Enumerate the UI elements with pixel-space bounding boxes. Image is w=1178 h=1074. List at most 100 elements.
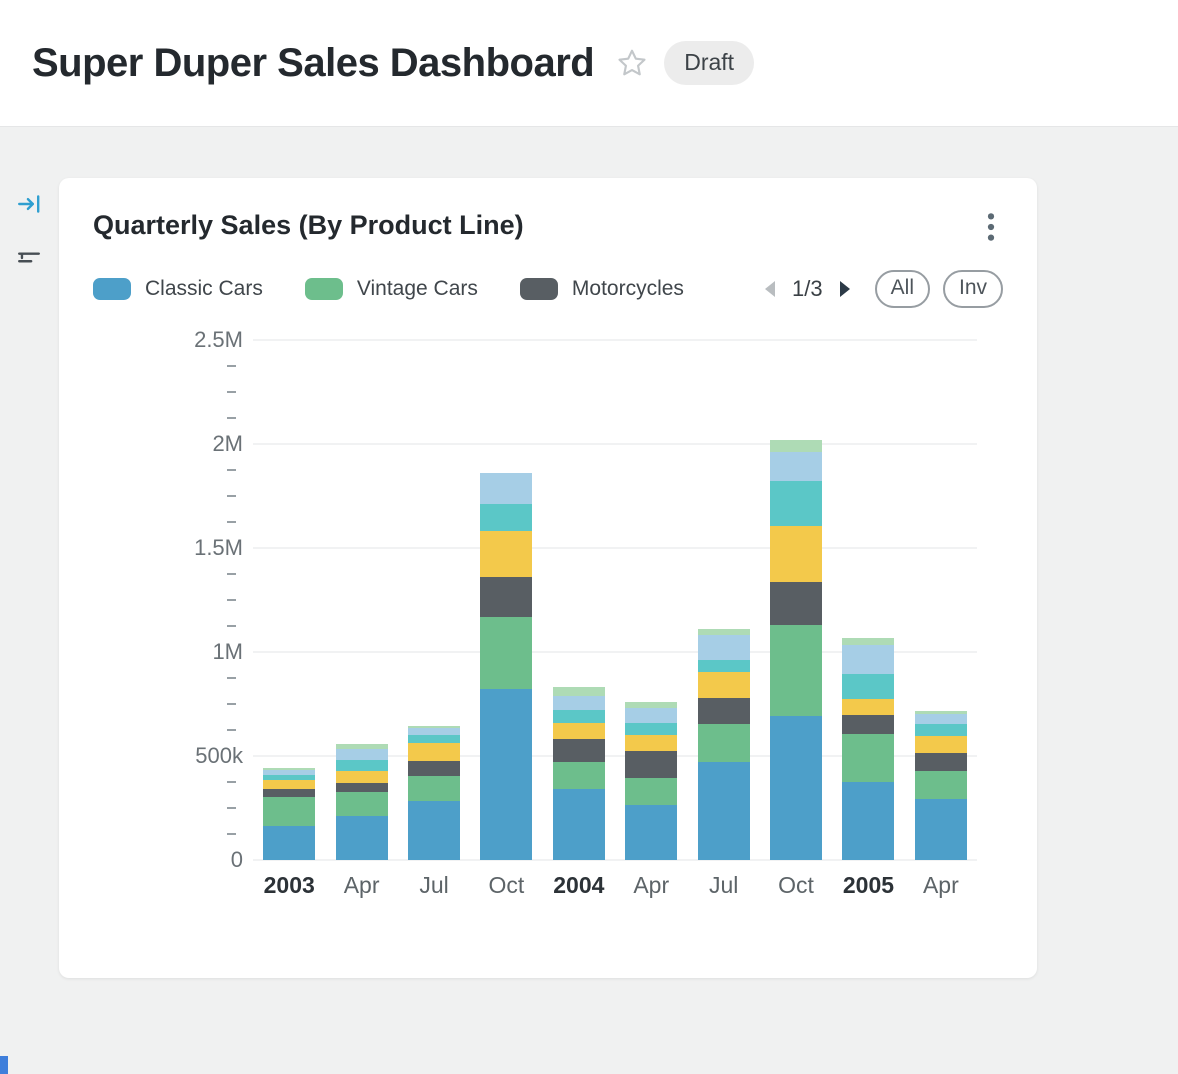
filter-button[interactable] — [16, 245, 42, 271]
stacked-bar[interactable] — [842, 340, 895, 860]
y-minor-tick — [227, 417, 236, 419]
bar-segment-motorcycles[interactable] — [625, 750, 678, 778]
bar-segment-series-7-light-green[interactable] — [770, 439, 823, 453]
bar-segment-motorcycles[interactable] — [552, 739, 605, 763]
bar-segment-series-5-teal[interactable] — [914, 723, 967, 737]
bar-segment-series-7-light-green[interactable] — [408, 725, 461, 728]
bar-segment-classic-cars[interactable] — [914, 798, 967, 860]
bar-segment-motorcycles[interactable] — [697, 697, 750, 724]
bar-segment-series-6-light-blue[interactable] — [697, 635, 750, 661]
bar-segment-vintage-cars[interactable] — [263, 796, 316, 826]
bar-segment-series-6-light-blue[interactable] — [842, 644, 895, 674]
bar-segment-series-5-teal[interactable] — [625, 722, 678, 736]
bar-segment-series-4-yellow[interactable] — [842, 698, 895, 716]
bar-segment-motorcycles[interactable] — [842, 715, 895, 735]
stacked-bar[interactable] — [914, 340, 967, 860]
bar-segment-vintage-cars[interactable] — [552, 762, 605, 790]
bar-segment-series-6-light-blue[interactable] — [625, 708, 678, 723]
stacked-bar[interactable] — [552, 340, 605, 860]
bar-segment-vintage-cars[interactable] — [625, 777, 678, 805]
bar-segment-vintage-cars[interactable] — [770, 624, 823, 717]
bar-segment-series-7-light-green[interactable] — [335, 743, 388, 749]
bar-segment-series-7-light-green[interactable] — [914, 711, 967, 715]
bar-segment-series-5-teal[interactable] — [480, 504, 533, 532]
stacked-bar[interactable] — [335, 340, 388, 860]
x-tick-label: Apr — [343, 872, 380, 898]
legend-item-motorcycles[interactable]: Motorcycles — [519, 277, 684, 301]
bar-segment-series-5-teal[interactable] — [697, 660, 750, 672]
bar-segment-series-4-yellow[interactable] — [697, 671, 750, 698]
bar-segment-classic-cars[interactable] — [263, 825, 316, 860]
legend-page-indicator: 1/3 — [792, 276, 823, 301]
bar-segment-classic-cars[interactable] — [552, 789, 605, 860]
card-menu-button[interactable] — [979, 210, 1003, 244]
bar-segment-series-7-light-green[interactable] — [263, 767, 316, 770]
favorite-button[interactable] — [616, 47, 648, 79]
bar-segment-classic-cars[interactable] — [770, 716, 823, 860]
bar-segment-series-5-teal[interactable] — [263, 774, 316, 780]
bar-segment-motorcycles[interactable] — [263, 789, 316, 797]
bar-segment-series-6-light-blue[interactable] — [408, 727, 461, 736]
bar-segment-series-4-yellow[interactable] — [552, 722, 605, 740]
bar-segment-classic-cars[interactable] — [480, 689, 533, 860]
bar-segment-series-4-yellow[interactable] — [770, 526, 823, 583]
bar-segment-vintage-cars[interactable] — [697, 723, 750, 763]
bar-segment-vintage-cars[interactable] — [335, 792, 388, 817]
bar-segment-motorcycles[interactable] — [408, 761, 461, 776]
bar-segment-series-5-teal[interactable] — [770, 481, 823, 527]
bar-segment-classic-cars[interactable] — [842, 782, 895, 860]
bar-segment-series-6-light-blue[interactable] — [770, 452, 823, 482]
bar-segment-series-4-yellow[interactable] — [263, 779, 316, 790]
y-minor-tick — [227, 599, 236, 601]
bar-segment-series-5-teal[interactable] — [842, 673, 895, 699]
bar-segment-series-4-yellow[interactable] — [408, 742, 461, 762]
bar-segment-series-6-light-blue[interactable] — [480, 473, 533, 505]
bar-segment-series-6-light-blue[interactable] — [263, 769, 316, 775]
bar-segment-series-7-light-green[interactable] — [697, 629, 750, 636]
bar-segment-classic-cars[interactable] — [697, 762, 750, 860]
bar-segment-series-6-light-blue[interactable] — [914, 714, 967, 724]
x-tick-label: Jul — [419, 872, 449, 898]
bar-segment-series-4-yellow[interactable] — [335, 770, 388, 784]
bar-segment-classic-cars[interactable] — [335, 816, 388, 860]
bar-segment-motorcycles[interactable] — [335, 783, 388, 793]
bar-segment-motorcycles[interactable] — [914, 752, 967, 771]
bar-segment-series-5-teal[interactable] — [335, 760, 388, 771]
bar-segment-series-6-light-blue[interactable] — [552, 695, 605, 711]
y-tick-label: 0 — [230, 847, 243, 872]
bar-segment-series-4-yellow[interactable] — [625, 735, 678, 751]
bar-segment-series-4-yellow[interactable] — [480, 531, 533, 578]
bar-segment-vintage-cars[interactable] — [914, 770, 967, 799]
bar-segment-series-5-teal[interactable] — [408, 735, 461, 743]
bar-segment-series-7-light-green[interactable] — [625, 701, 678, 709]
bar-segment-vintage-cars[interactable] — [408, 775, 461, 801]
bar-segment-motorcycles[interactable] — [480, 577, 533, 617]
bar-segment-series-6-light-blue[interactable] — [335, 748, 388, 761]
stacked-bar[interactable] — [770, 340, 823, 860]
collapse-panel-button[interactable] — [16, 191, 42, 217]
y-minor-tick — [227, 495, 236, 497]
y-minor-tick — [227, 833, 236, 835]
bar-segment-vintage-cars[interactable] — [842, 734, 895, 782]
y-tick-label: 2.5M — [194, 327, 243, 352]
invert-selection-button[interactable]: Inv — [942, 270, 1003, 308]
legend-item-vintage-cars[interactable]: Vintage Cars — [304, 277, 478, 301]
bar-segment-classic-cars[interactable] — [625, 804, 678, 860]
bar-segment-series-7-light-green[interactable] — [842, 637, 895, 645]
legend-next-button[interactable] — [836, 277, 854, 301]
stacked-bar[interactable] — [697, 340, 750, 860]
legend-prev-button[interactable] — [761, 277, 779, 301]
bar-segment-classic-cars[interactable] — [408, 800, 461, 860]
stacked-bar[interactable] — [263, 340, 316, 860]
bar-segment-vintage-cars[interactable] — [480, 616, 533, 690]
select-all-button[interactable]: All — [874, 270, 930, 308]
stacked-bar[interactable] — [625, 340, 678, 860]
bar-segment-series-5-teal[interactable] — [552, 710, 605, 723]
bar-slot — [615, 340, 687, 860]
bar-segment-series-4-yellow[interactable] — [914, 736, 967, 753]
stacked-bar[interactable] — [408, 340, 461, 860]
bar-segment-series-7-light-green[interactable] — [552, 687, 605, 696]
legend-item-classic-cars[interactable]: Classic Cars — [93, 277, 263, 301]
bar-segment-motorcycles[interactable] — [770, 582, 823, 625]
stacked-bar[interactable] — [480, 340, 533, 860]
